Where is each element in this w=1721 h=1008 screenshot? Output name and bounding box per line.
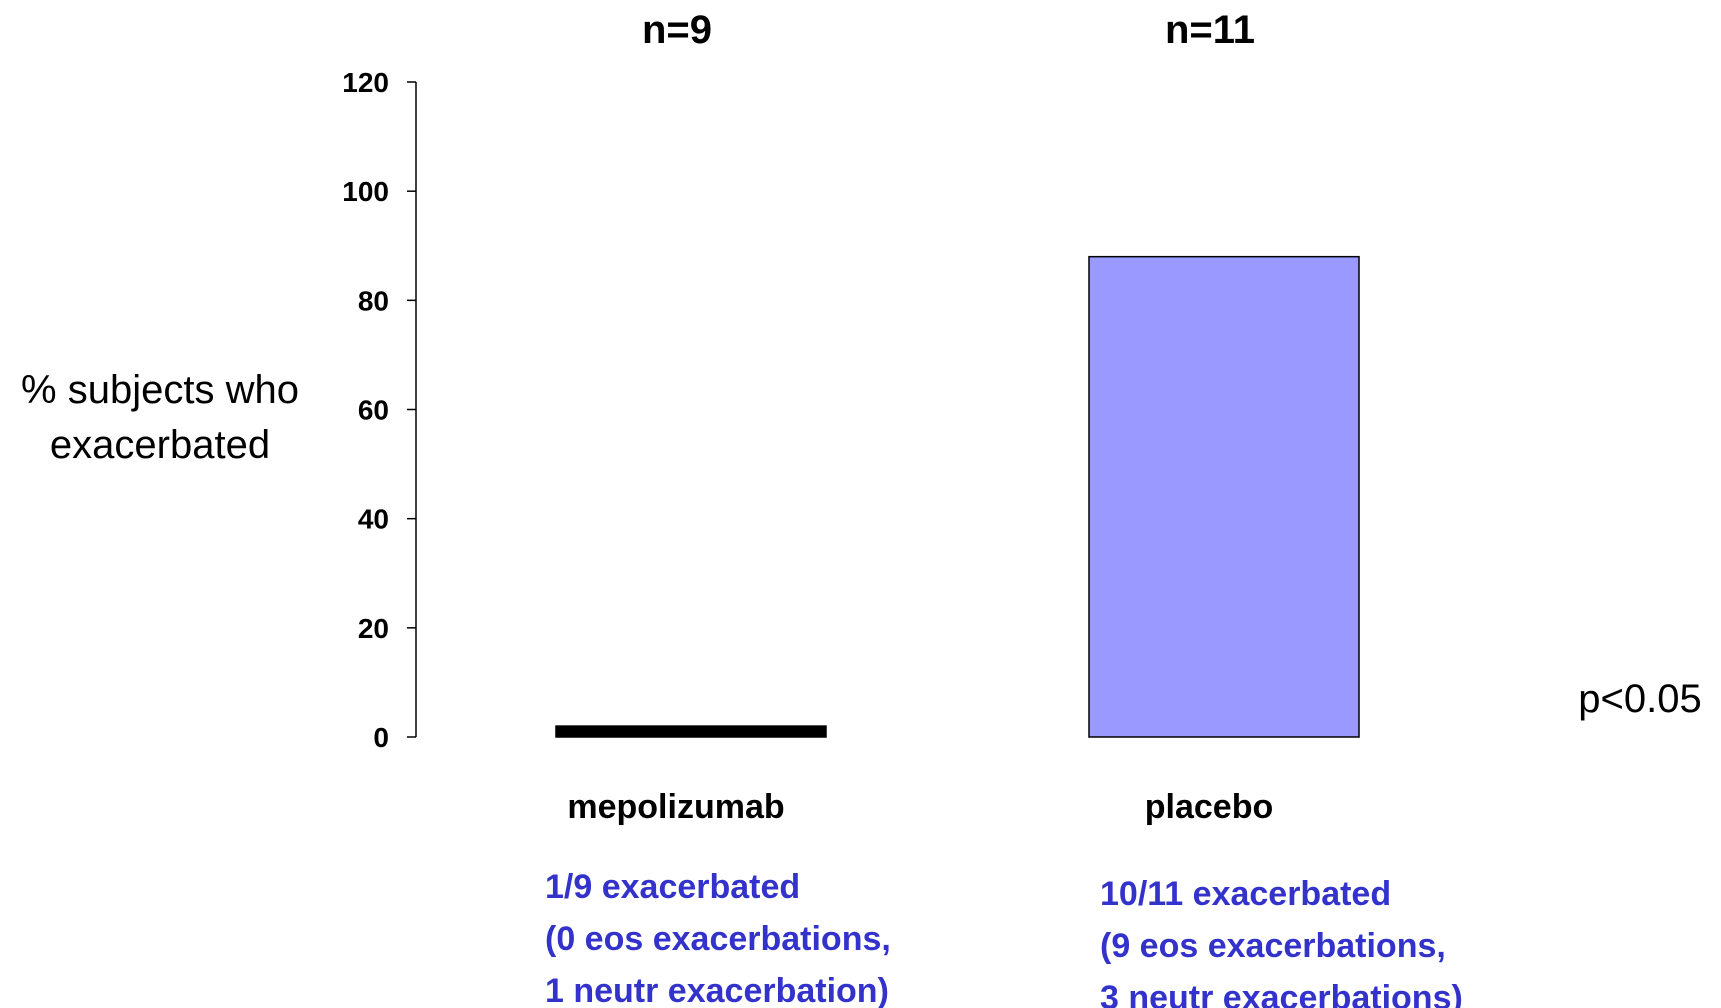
annotation-placebo-line-1: 10/11 exacerbated bbox=[1100, 875, 1391, 913]
sample-size-placebo: n=11 bbox=[1165, 8, 1255, 52]
category-label-mepolizumab: mepolizumab bbox=[567, 788, 784, 826]
bar-mepolizumab bbox=[555, 725, 827, 738]
annotation-placebo-line-3: 3 neutr exacerbations) bbox=[1100, 979, 1463, 1008]
p-value-label: p<0.05 bbox=[1578, 677, 1701, 721]
annotation-mepolizumab-line-2: (0 eos exacerbations, bbox=[545, 920, 891, 958]
y-axis-label-line-1: % subjects who bbox=[21, 368, 299, 412]
y-tick-label-120: 120 bbox=[342, 67, 389, 98]
y-axis: 0 20 40 60 80 100 120 bbox=[342, 67, 417, 753]
y-axis-label-line-2: exacerbated bbox=[50, 423, 270, 467]
annotation-mepolizumab-line-1: 1/9 exacerbated bbox=[545, 868, 800, 906]
y-tick-label-0: 0 bbox=[373, 722, 389, 753]
y-tick-label-40: 40 bbox=[358, 504, 389, 535]
annotation-mepolizumab-line-3: 1 neutr exacerbation) bbox=[545, 972, 889, 1008]
bar-placebo bbox=[1088, 255, 1360, 738]
y-tick-label-100: 100 bbox=[342, 176, 389, 207]
bars bbox=[555, 255, 1360, 738]
y-tick-label-20: 20 bbox=[358, 613, 389, 644]
sample-size-mepolizumab: n=9 bbox=[642, 8, 712, 52]
category-label-placebo: placebo bbox=[1145, 788, 1273, 826]
y-tick-label-60: 60 bbox=[358, 395, 389, 426]
labels: n=9 mepolizumab 1/9 exacerbated (0 eos exac… bbox=[545, 8, 1463, 1008]
y-tick-label-80: 80 bbox=[358, 285, 389, 316]
annotation-placebo-line-2: (9 eos exacerbations, bbox=[1100, 927, 1446, 965]
